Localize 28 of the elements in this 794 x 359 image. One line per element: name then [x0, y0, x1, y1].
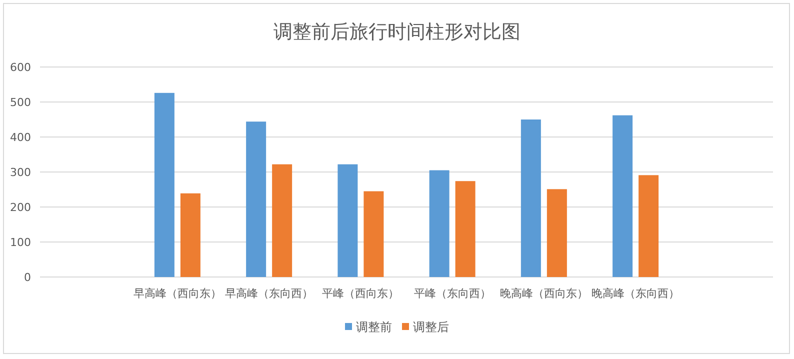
bar — [612, 115, 633, 277]
bar — [546, 189, 567, 277]
y-tick-label: 400 — [10, 131, 31, 144]
y-tick-label: 600 — [10, 61, 31, 74]
x-tick-label: 早高峰（西向东） — [133, 287, 222, 300]
chart-title: 调整前后旅行时间柱形对比图 — [274, 21, 520, 43]
bar — [638, 175, 659, 277]
bar — [154, 92, 174, 277]
legend-label: 调整后 — [413, 320, 449, 334]
x-tick-label: 早高峰（东向西） — [225, 287, 314, 300]
y-tick-label: 200 — [10, 201, 31, 214]
bar — [455, 181, 476, 277]
y-tick-label: 100 — [10, 236, 31, 249]
x-tick-label: 晚高峰（东向西） — [592, 287, 680, 300]
bar — [272, 164, 292, 277]
x-tick-label: 平峰（东向西） — [414, 287, 491, 300]
x-tick-label: 平峰（西向东） — [322, 287, 400, 300]
bar — [520, 120, 541, 277]
x-tick-label: 晚高峰（西向东） — [500, 287, 588, 300]
bar — [364, 191, 384, 277]
bar — [429, 170, 450, 277]
bar — [180, 193, 200, 277]
bar — [246, 122, 266, 277]
legend-label: 调整前 — [356, 320, 392, 334]
y-tick-label: 300 — [10, 166, 31, 179]
y-tick-label: 500 — [10, 96, 31, 109]
bar — [338, 164, 358, 277]
y-tick-label: 0 — [24, 271, 31, 284]
